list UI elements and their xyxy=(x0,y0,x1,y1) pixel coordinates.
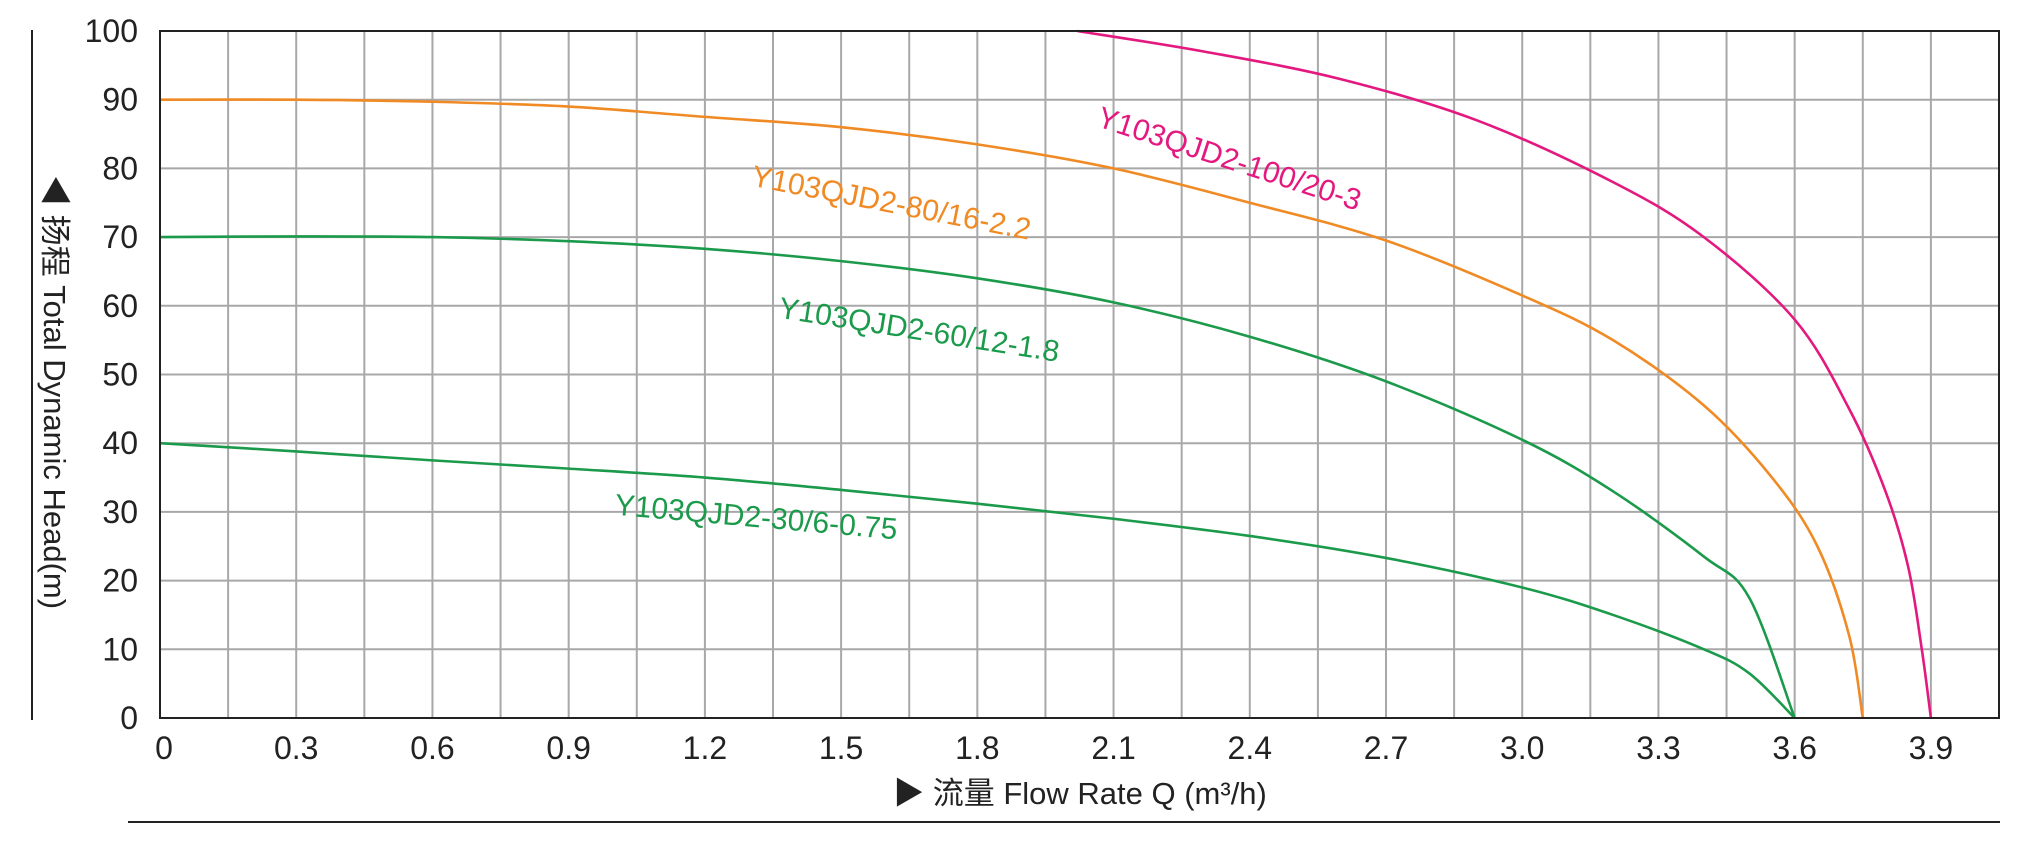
series-curve xyxy=(159,441,1796,719)
x-tick-label: 3.6 xyxy=(1772,730,1816,766)
y-tick-label: 30 xyxy=(102,494,138,530)
x-tick-label: 3.9 xyxy=(1909,730,1953,766)
y-tick-label: 100 xyxy=(85,13,138,49)
x-tick-label: 3.3 xyxy=(1636,730,1680,766)
y-tick-label: 10 xyxy=(102,631,138,667)
x-tick-label: 3.0 xyxy=(1500,730,1544,766)
y-tick-label: 70 xyxy=(102,219,138,255)
y-tick-label: 50 xyxy=(102,357,138,393)
x-tick-label: 2.4 xyxy=(1228,730,1272,766)
y-tick-label: 80 xyxy=(102,150,138,186)
x-tick-label: 2.7 xyxy=(1364,730,1408,766)
y-tick-label: 90 xyxy=(102,82,138,118)
grid xyxy=(160,31,1999,718)
series-label: Y103QJD2-100/20-3 xyxy=(1093,101,1365,217)
y-tick-label: 40 xyxy=(102,425,138,461)
series-label: Y103QJD2-80/16-2.2 xyxy=(749,160,1034,246)
series-curve xyxy=(159,98,1865,719)
x-tick-label: 2.1 xyxy=(1091,730,1135,766)
y-axis-title: ◀ 扬程 Total Dynamic Head(m) xyxy=(37,175,72,609)
series-label: Y103QJD2-30/6-0.75 xyxy=(613,489,898,547)
x-tick-label: 1.5 xyxy=(819,730,863,766)
plot-frame xyxy=(159,30,2000,719)
y-tick-label: 0 xyxy=(120,700,138,736)
tick-labels: 0 0.3 0.6 0.9 1.2 1.5 1.8 2.1 2.4 2.7 3.0 3.3 3.6 3.9… xyxy=(85,13,1954,766)
x-tick-label: 0.6 xyxy=(410,730,454,766)
x-tick-label: 0.3 xyxy=(274,730,318,766)
x-tick-label: 0.9 xyxy=(546,730,590,766)
x-tick-label: 0 xyxy=(155,730,173,766)
x-tick-label: 1.2 xyxy=(683,730,727,766)
x-axis-title: ▶ 流量 Flow Rate Q (m³/h) xyxy=(893,776,1267,811)
y-tick-label: 20 xyxy=(102,563,138,599)
y-tick-label: 60 xyxy=(102,288,138,324)
series-curve xyxy=(1077,29,1933,719)
series-curve xyxy=(159,235,1796,719)
series-label: Y103QJD2-60/12-1.8 xyxy=(776,292,1061,369)
x-tick-label: 1.8 xyxy=(955,730,999,766)
curves xyxy=(159,29,1933,719)
